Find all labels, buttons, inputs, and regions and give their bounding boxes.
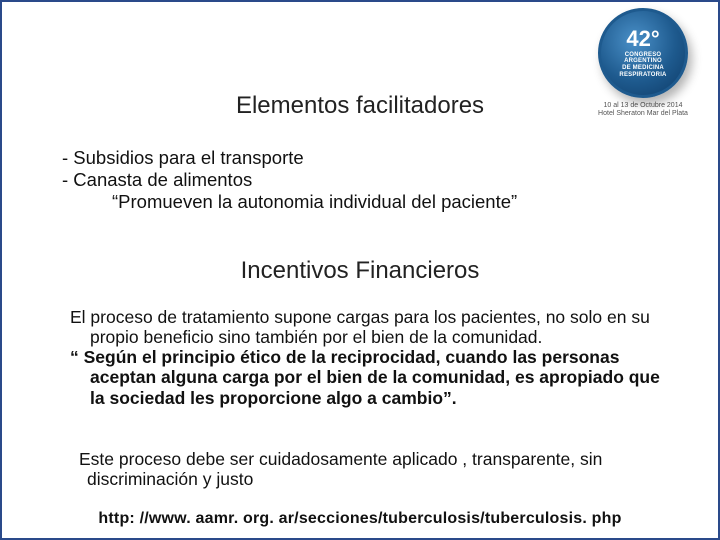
paragraph: Este proceso debe ser cuidadosamente apl… — [67, 449, 678, 489]
logo-text: CONGRESO ARGENTINO DE MEDICINA RESPIRATO… — [619, 52, 666, 78]
section2-title: Incentivos Financieros — [2, 257, 718, 285]
quote-open: “ — [70, 347, 84, 367]
logo-number: 42° — [626, 28, 659, 50]
para1-text: El proceso de tratamiento supone cargas … — [70, 307, 650, 347]
list-item: - Canasta de alimentos — [62, 169, 678, 191]
paragraph-bold: “ Según el principio ético de la recipro… — [62, 347, 678, 407]
list-item: “Promueven la autonomia individual del p… — [62, 191, 678, 213]
section1-list: - Subsidios para el transporte - Canasta… — [62, 147, 678, 214]
paragraph: El proceso de tratamiento supone cargas … — [62, 307, 678, 347]
logo-badge: 42° CONGRESO ARGENTINO DE MEDICINA RESPI… — [598, 8, 688, 98]
section2-closing: Este proceso debe ser cuidadosamente apl… — [67, 449, 678, 489]
para2-text: Según el principio ético de la reciproci… — [84, 347, 660, 407]
section1-title: Elementos facilitadores — [2, 92, 718, 120]
slide-frame: 42° CONGRESO ARGENTINO DE MEDICINA RESPI… — [0, 0, 720, 540]
section2-body: El proceso de tratamiento supone cargas … — [62, 307, 678, 408]
footer-url: http: //www. aamr. org. ar/secciones/tub… — [2, 510, 718, 528]
list-item: - Subsidios para el transporte — [62, 147, 678, 169]
